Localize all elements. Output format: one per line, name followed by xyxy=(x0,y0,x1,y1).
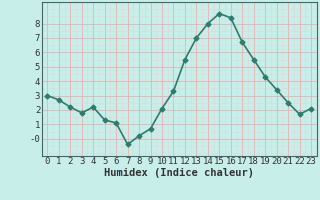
X-axis label: Humidex (Indice chaleur): Humidex (Indice chaleur) xyxy=(104,168,254,178)
